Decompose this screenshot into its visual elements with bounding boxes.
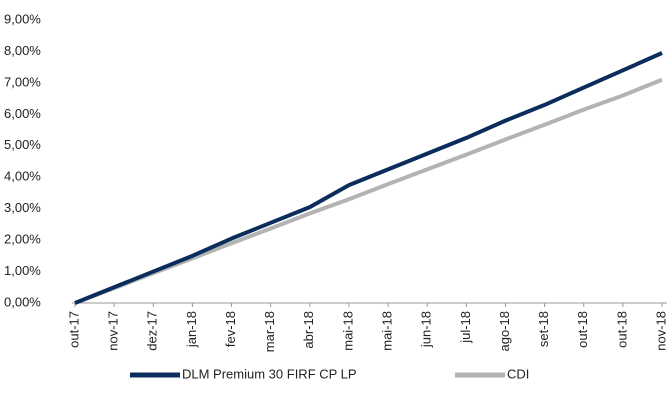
- x-tick-label: ago-18: [497, 311, 512, 351]
- x-tick-label: set-18: [536, 311, 551, 347]
- x-tick-label: out-18: [614, 311, 629, 348]
- legend-label: DLM Premium 30 FIRF CP LP: [182, 366, 357, 381]
- x-tick-label: abr-18: [301, 311, 316, 349]
- x-tick-label: mai-18: [380, 311, 395, 351]
- y-tick-label: 6,00%: [4, 106, 41, 121]
- x-tick-label: fev-18: [223, 311, 238, 347]
- x-tick-label: mai-18: [340, 311, 355, 351]
- y-tick-label: 8,00%: [4, 43, 41, 58]
- series-line: [74, 51, 663, 305]
- x-tick-label: jul-18: [458, 311, 473, 344]
- x-tick-label: jun-18: [419, 311, 434, 348]
- y-tick-label: 2,00%: [4, 232, 41, 247]
- y-tick-label: 9,00%: [4, 11, 41, 26]
- x-tick-label: nov-17: [106, 311, 121, 351]
- x-tick-label: out-18: [575, 311, 590, 348]
- x-tick-label: out-17: [66, 311, 81, 348]
- legend-label: CDI: [507, 366, 529, 381]
- y-tick-label: 1,00%: [4, 263, 41, 278]
- x-tick-label: nov-18: [653, 311, 667, 351]
- x-tick-label: jan-18: [184, 311, 199, 348]
- y-tick-label: 0,00%: [4, 294, 41, 309]
- y-tick-label: 5,00%: [4, 137, 41, 152]
- y-tick-label: 3,00%: [4, 200, 41, 215]
- x-tick-label: mar-18: [262, 311, 277, 352]
- y-tick-label: 4,00%: [4, 169, 41, 184]
- x-tick-label: dez-17: [145, 311, 160, 351]
- y-tick-label: 7,00%: [4, 74, 41, 89]
